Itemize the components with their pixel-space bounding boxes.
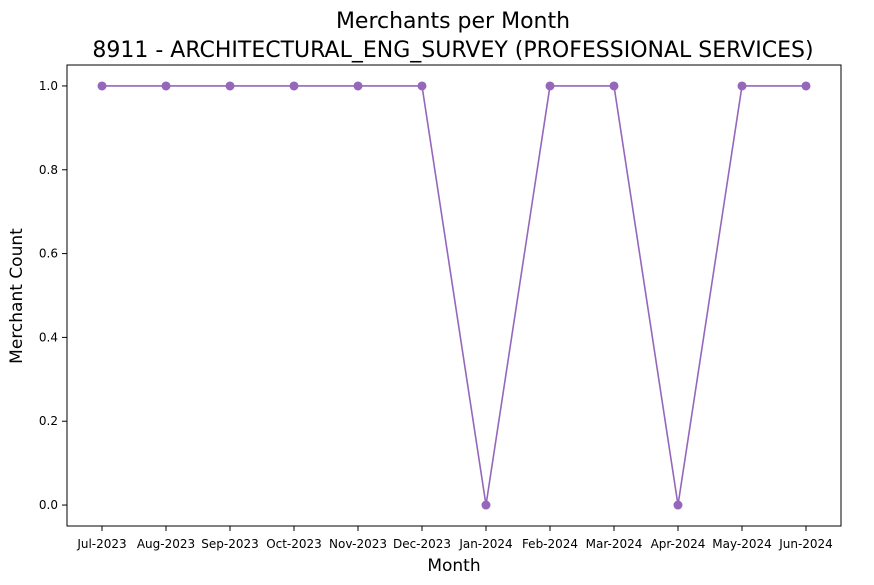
y-tick-label: 0.8 (39, 163, 58, 177)
y-axis-label: Merchant Count (7, 228, 27, 364)
y-tick-label: 0.0 (39, 498, 58, 512)
plot-area (66, 64, 842, 527)
y-tick-label: 0.4 (39, 330, 58, 344)
chart-title: Merchants per Month (336, 9, 570, 34)
data-point (609, 81, 619, 91)
y-tick-label: 1.0 (39, 79, 58, 93)
data-point (737, 81, 747, 91)
x-axis-label: Month (427, 556, 480, 576)
data-point (289, 81, 299, 91)
data-point (417, 81, 427, 91)
data-point (225, 81, 235, 91)
x-tick-label: Jul-2023 (76, 537, 126, 551)
data-point (801, 81, 811, 91)
y-tick-label: 0.6 (39, 247, 58, 261)
x-tick-label: Sep-2023 (201, 537, 259, 551)
x-tick-label: Nov-2023 (329, 537, 387, 551)
chart-subtitle: 8911 - ARCHITECTURAL_ENG_SURVEY (PROFESS… (92, 38, 813, 63)
data-point (353, 81, 363, 91)
series-line-group (97, 81, 811, 510)
y-tick-label: 0.2 (39, 414, 58, 428)
x-axis: Jul-2023 Aug-2023 Sep-2023 Oct-2023 Nov-2023… (76, 526, 833, 551)
data-point (545, 81, 555, 91)
x-tick-label: Jun-2024 (778, 537, 833, 551)
x-tick-label: Jan-2024 (458, 537, 512, 551)
data-point (97, 81, 107, 91)
x-tick-label: Mar-2024 (586, 537, 643, 551)
y-axis: 0.0 0.2 0.4 0.6 0.8 1.0 (39, 79, 67, 512)
data-point (161, 81, 171, 91)
x-tick-label: Feb-2024 (522, 537, 578, 551)
x-tick-label: Dec-2023 (393, 537, 451, 551)
data-point (673, 500, 683, 510)
x-tick-label: Aug-2023 (137, 537, 195, 551)
x-tick-label: Oct-2023 (266, 537, 322, 551)
series-line (102, 85, 806, 506)
data-point (481, 500, 491, 510)
x-tick-label: May-2024 (712, 537, 771, 551)
x-tick-label: Apr-2024 (651, 537, 706, 551)
